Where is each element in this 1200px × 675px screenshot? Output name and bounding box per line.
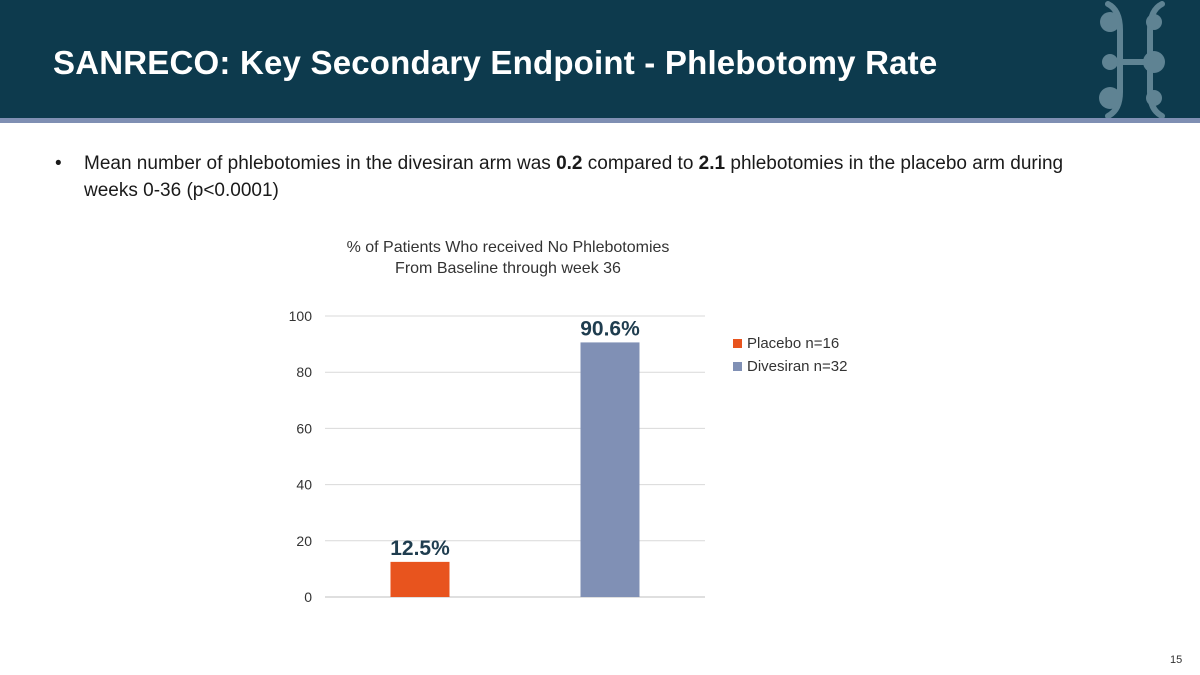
y-tick-label: 0 bbox=[304, 589, 312, 605]
y-tick-label: 40 bbox=[296, 477, 312, 493]
molecule-logo-icon bbox=[1099, 1, 1165, 118]
bullet-text-part-3: phlebotomies in the placebo arm during w… bbox=[84, 153, 1064, 201]
legend-item-placebo: Placebo n=16 bbox=[733, 332, 847, 355]
placebo-mean-value: 2.1 bbox=[698, 153, 726, 174]
slide-title: SANRECO: Key Secondary Endpoint - Phlebo… bbox=[53, 44, 938, 81]
chart-title-line-1: % of Patients Who received No Phlebotomi… bbox=[346, 239, 670, 256]
bar-placebo bbox=[390, 561, 450, 597]
y-tick-label: 100 bbox=[289, 308, 313, 324]
legend-item-divesiran: Divesiran n=32 bbox=[733, 355, 847, 378]
header-divider bbox=[0, 118, 1200, 123]
y-tick-label: 60 bbox=[296, 420, 312, 436]
bullet-text-part-2: compared to bbox=[582, 153, 699, 174]
data-label: 90.6% bbox=[580, 317, 640, 340]
divesiran-mean-value: 0.2 bbox=[556, 153, 583, 174]
bullet-text: Mean number of phlebotomies in the dives… bbox=[84, 150, 1084, 204]
legend-swatch-divesiran bbox=[733, 362, 742, 371]
page-number: 15 bbox=[1170, 654, 1183, 666]
y-tick-label: 20 bbox=[296, 533, 312, 549]
bullet-marker: • bbox=[55, 153, 62, 174]
chart-title: % of Patients Who received No Phlebotomi… bbox=[300, 237, 716, 279]
legend-swatch-placebo bbox=[733, 339, 742, 348]
data-label: 12.5% bbox=[390, 537, 450, 560]
header-bar bbox=[0, 0, 1200, 118]
chart-legend: Placebo n=16 Divesiran n=32 bbox=[733, 332, 847, 378]
bullet-text-part-1: Mean number of phlebotomies in the dives… bbox=[84, 153, 557, 174]
bar-divesiran bbox=[580, 342, 640, 597]
y-tick-label: 80 bbox=[296, 364, 312, 380]
legend-label-placebo: Placebo n=16 bbox=[747, 335, 840, 352]
legend-label-divesiran: Divesiran n=32 bbox=[747, 358, 848, 375]
chart-title-line-2: From Baseline through week 36 bbox=[395, 260, 621, 277]
